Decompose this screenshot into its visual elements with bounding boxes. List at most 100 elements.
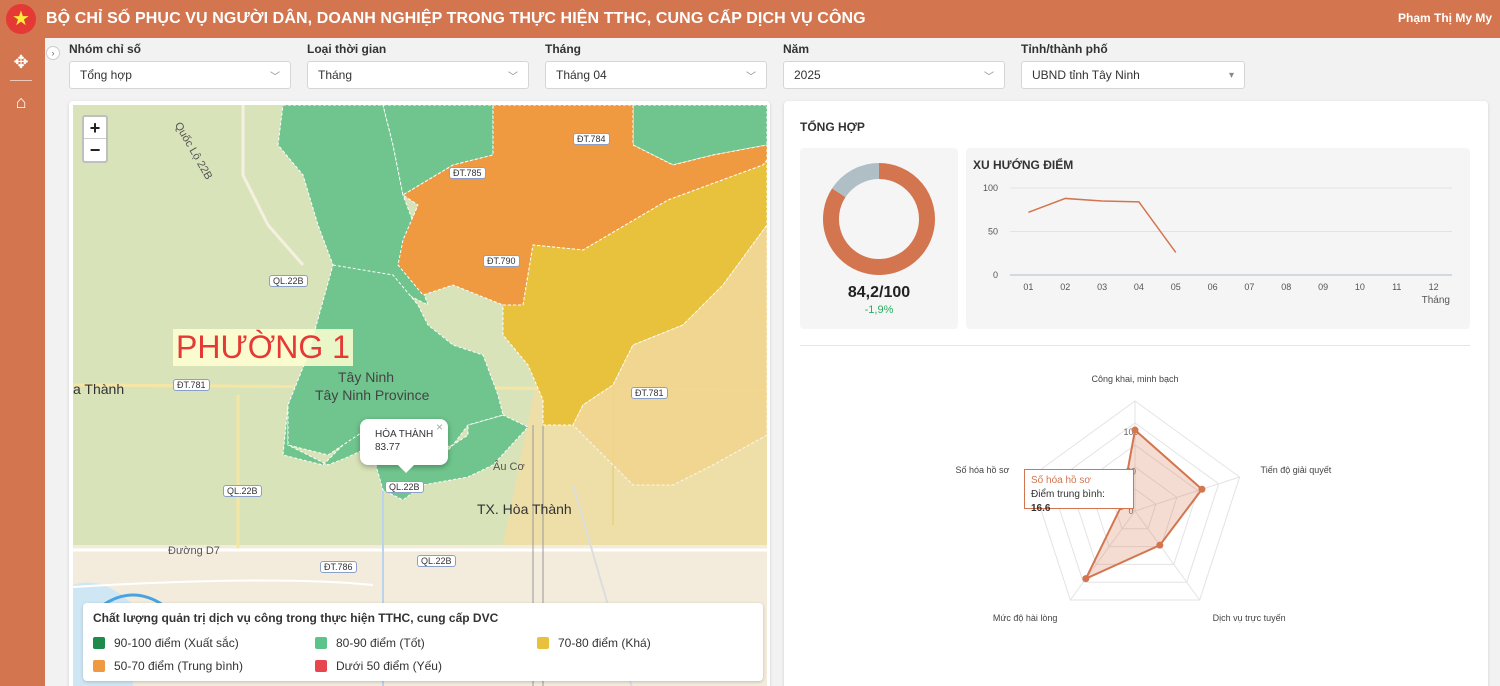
popup-score: 83.77 <box>375 442 401 453</box>
place-label: Âu Cơ <box>493 461 525 473</box>
legend-label: Dưới 50 điểm (Yếu) <box>336 659 442 673</box>
x-tick-label: 03 <box>1097 282 1107 292</box>
tooltip-value: 16.6 <box>1031 503 1051 514</box>
select-value: Tháng <box>318 68 353 82</box>
x-tick-label: 08 <box>1281 282 1291 292</box>
road-tag: QL.22B <box>385 481 424 493</box>
legend-label: 90-100 điểm (Xuất sắc) <box>114 636 239 650</box>
summary-title: TỔNG HỢP <box>800 120 865 134</box>
sidebar-toggle-button[interactable]: › <box>46 46 60 60</box>
radar-point <box>1082 575 1090 583</box>
donut-slice <box>832 163 880 198</box>
filter-label: Năm <box>783 42 810 56</box>
legend-item: 70-80 điểm (Khá) <box>537 636 651 650</box>
page-title: BỘ CHỈ SỐ PHỤC VỤ NGƯỜI DÂN, DOANH NGHIỆ… <box>46 10 866 27</box>
month-select[interactable]: Tháng 04 ﹀ <box>545 61 767 89</box>
x-tick-label: 12 <box>1429 282 1439 292</box>
tooltip-value-line: Điểm trung bình: 16.6 <box>1031 488 1127 516</box>
filter-thang: Tháng Tháng 04 ﹀ <box>545 42 767 89</box>
indicator-group-select[interactable]: Tổng hợp ﹀ <box>69 61 291 89</box>
zoom-in-button[interactable]: + <box>84 117 106 139</box>
radar-spoke <box>1069 510 1136 601</box>
y-tick-label: 100 <box>983 183 998 193</box>
ward-label: PHƯỜNG 1 <box>173 329 353 366</box>
score-delta: -1,9% <box>864 304 894 316</box>
select-value: Tháng 04 <box>556 68 607 82</box>
trend-title: XU HƯỚNG ĐIỂM <box>973 158 1074 172</box>
popup-close-button[interactable]: × <box>435 420 443 434</box>
sidebar: ✥ ⌂ <box>0 38 45 686</box>
year-select[interactable]: 2025 ﹀ <box>783 61 1005 89</box>
choropleth-map[interactable]: + − PHƯỜNG 1 a Thành Tây Ninh Tây Ninh P… <box>73 105 767 686</box>
radar-point <box>1131 426 1139 434</box>
section-divider <box>800 345 1470 346</box>
radar-axis-label: Mức độ hài lòng <box>993 613 1058 623</box>
tooltip-label: Điểm trung bình: <box>1031 489 1105 500</box>
road-tag: ĐT.781 <box>631 387 668 399</box>
score-box: 84,2/100 -1,9% <box>800 148 958 329</box>
radar-axis-label: Công khai, minh bạch <box>1091 374 1178 384</box>
road-tag: QL.22B <box>417 555 456 567</box>
province-select[interactable]: UBND tỉnh Tây Ninh ▾ <box>1021 61 1245 89</box>
score-value: 84,2/100 <box>847 284 911 301</box>
x-tick-label: 05 <box>1171 282 1181 292</box>
place-label: Tây Ninh Province <box>315 387 430 403</box>
legend-label: 70-80 điểm (Khá) <box>558 636 651 650</box>
x-tick-label: 06 <box>1208 282 1218 292</box>
x-tick-label: 09 <box>1318 282 1328 292</box>
move-icon[interactable]: ✥ <box>13 52 29 72</box>
filter-nhom-chi-so: Nhóm chỉ số Tổng hợp ﹀ <box>69 42 291 89</box>
road-tag: QL.22B <box>269 275 308 287</box>
map-card: + − PHƯỜNG 1 a Thành Tây Ninh Tây Ninh P… <box>69 101 770 686</box>
legend-swatch <box>93 637 105 649</box>
road-tag: ĐT.786 <box>320 561 357 573</box>
time-type-select[interactable]: Tháng ﹀ <box>307 61 529 89</box>
score-donut-chart <box>823 163 935 275</box>
home-icon[interactable]: ⌂ <box>15 92 27 112</box>
legend-swatch <box>315 637 327 649</box>
legend-label: 80-90 điểm (Tốt) <box>336 636 425 650</box>
radar-tick-label: 0 <box>1128 506 1133 516</box>
caret-down-icon: ▾ <box>1228 69 1234 81</box>
road-label: Đường D7 <box>168 545 220 557</box>
radar-point <box>1156 541 1164 549</box>
legend-swatch <box>315 660 327 672</box>
radar-tooltip: Số hóa hồ sơ Điểm trung bình: 16.6 <box>1024 469 1134 514</box>
map-legend: Chất lượng quản trị dịch vụ công trong t… <box>83 603 763 681</box>
filter-label: Nhóm chỉ số <box>69 42 142 56</box>
x-tick-label: 10 <box>1355 282 1365 292</box>
place-label: a Thành <box>73 381 125 397</box>
road-tag: ĐT.781 <box>173 379 210 391</box>
user-name[interactable]: Phạm Thị My My <box>1397 11 1492 25</box>
x-tick-label: 11 <box>1392 282 1401 292</box>
filter-nam: Năm 2025 ﹀ <box>783 42 1005 89</box>
map-popup: × HÒA THÀNH 83.77 <box>360 419 448 473</box>
radar-spoke <box>1134 510 1201 601</box>
zoom-out-button[interactable]: − <box>89 140 101 160</box>
trend-series-line <box>1028 197 1177 253</box>
road-tag: ĐT.784 <box>573 133 610 145</box>
x-tick-label: 01 <box>1023 282 1033 292</box>
place-label: TX. Hòa Thành <box>477 501 572 517</box>
legend-swatch <box>93 660 105 672</box>
radar-chart: Công khai, minh bạch Tiến độ giải quyết Dị… <box>956 374 1332 623</box>
filter-tinh-thanh-pho: Tỉnh/thành phố UBND tỉnh Tây Ninh ▾ <box>1021 42 1245 89</box>
legend-swatch <box>537 637 549 649</box>
trend-line-chart: 0 50 100 01 02 03 04 05 06 07 08 09 10 11 12 Tháng <box>983 183 1452 306</box>
legend-item: Dưới 50 điểm (Yếu) <box>315 659 442 673</box>
filter-label: Loại thời gian <box>307 42 387 56</box>
radar-point <box>1198 485 1206 493</box>
x-tick-label: 04 <box>1134 282 1144 292</box>
zoom-control: + − <box>82 115 108 163</box>
chevron-down-icon: ﹀ <box>746 71 756 83</box>
radar-axis-label: Dịch vụ trực tuyến <box>1213 613 1286 623</box>
map-canvas <box>73 105 767 686</box>
filter-loai-thoi-gian: Loại thời gian Tháng ﹀ <box>307 42 529 89</box>
x-tick-label: 02 <box>1060 282 1070 292</box>
select-value: 2025 <box>794 68 821 82</box>
x-tick-label: 07 <box>1244 282 1254 292</box>
chevron-down-icon: ﹀ <box>508 71 518 83</box>
sidebar-divider <box>10 80 32 81</box>
road-tag: QL.22B <box>223 485 262 497</box>
national-emblem-icon: ★ <box>6 4 36 34</box>
